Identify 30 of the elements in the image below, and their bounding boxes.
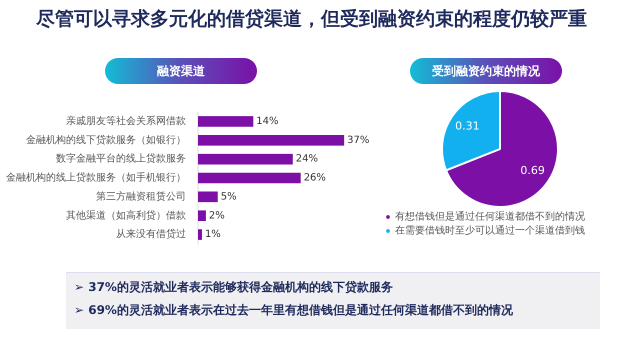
- legend-label: 有想借钱但是通过任何渠道都借不到的情况: [395, 210, 585, 223]
- bar: [198, 210, 206, 222]
- data-label: 5%: [220, 191, 237, 202]
- data-label: 2%: [208, 210, 225, 222]
- data-label: 37%: [347, 134, 370, 146]
- data-label: 14%: [256, 116, 279, 128]
- y-tick-label: 亲戚朋友等社会关系网借款: [66, 115, 186, 128]
- text: ➢ 69%的灵活就业者表示在过去一年里有想借钱但是通过任何渠道都借不到的情况: [74, 302, 514, 319]
- bar: [198, 134, 344, 146]
- y-tick-label: 金融机构的线上贷款服务（如手机银行）: [6, 172, 186, 184]
- text: ➢ 37%的灵活就业者表示能够获得金融机构的线下贷款服务: [74, 279, 394, 296]
- bar: [198, 154, 293, 164]
- chart-title: 受到融资约束的情况: [410, 58, 562, 84]
- bar: [198, 229, 202, 240]
- chart-title: 尽管可以寻求多元化的借贷渠道，但受到融资约束的程度仍较严重: [36, 7, 587, 32]
- y-tick-label: 数字金融平台的线上贷款服务: [56, 152, 186, 165]
- y-tick-label: 金融机构的线下贷款服务（如银行）: [26, 134, 186, 146]
- y-tick-label: 从来没有借贷过: [116, 228, 186, 240]
- bar: [198, 116, 254, 127]
- data-label: 24%: [296, 154, 318, 165]
- y-tick-label: 其他渠道（如高利贷）借款: [66, 209, 186, 222]
- chart-subtitle: 融资渠道: [105, 58, 257, 84]
- y-tick-label: 第三方融资租赁公司: [96, 190, 186, 202]
- bar: [198, 192, 218, 202]
- legend-label: 在需要借钱时至少可以通过一个渠道借到钱: [395, 224, 585, 237]
- data-label: 0.31: [455, 120, 480, 133]
- data-label: 1%: [204, 229, 221, 240]
- data-label: 0.69: [520, 164, 545, 178]
- data-label: 26%: [304, 172, 326, 184]
- bar: [198, 172, 301, 184]
